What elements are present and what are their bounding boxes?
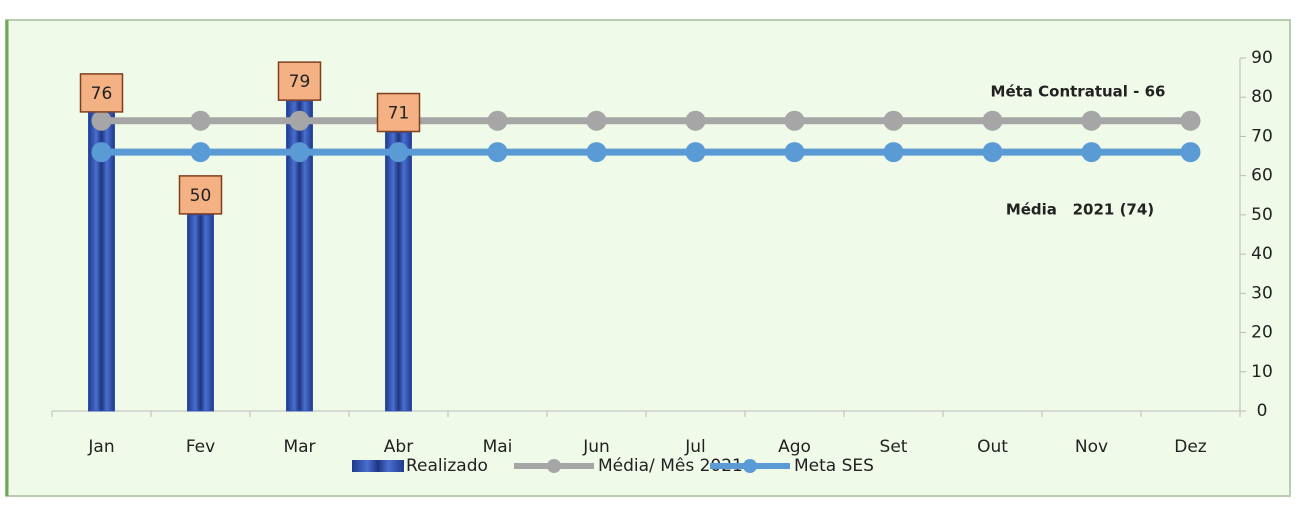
bar	[385, 132, 412, 412]
y-tick-label: 50	[1251, 205, 1273, 225]
line-marker	[982, 110, 1003, 131]
x-tick-label: Ago	[778, 437, 811, 457]
value-label: 71	[388, 104, 410, 124]
x-tick-label: Jun	[582, 437, 610, 457]
x-tick-label: Nov	[1075, 437, 1108, 457]
line-marker	[388, 142, 409, 163]
line-marker	[190, 110, 211, 131]
x-tick-label: Jul	[684, 437, 706, 457]
line-marker	[784, 142, 805, 163]
line-marker	[685, 142, 706, 163]
value-label-box	[376, 92, 421, 133]
y-tick-label: 70	[1251, 126, 1273, 146]
line-marker	[883, 142, 904, 163]
line-marker	[91, 142, 112, 163]
legend-marker	[547, 459, 561, 473]
line-marker	[1180, 142, 1201, 163]
line-marker	[586, 110, 607, 131]
line-marker	[685, 110, 706, 131]
line-marker	[1081, 110, 1102, 131]
x-tick-label: Set	[880, 437, 908, 457]
bar	[88, 112, 115, 412]
legend-marker	[743, 459, 757, 473]
line-marker	[1081, 142, 1102, 163]
annotation: Méta Contratual - 66	[991, 83, 1166, 101]
value-label-box	[178, 175, 223, 215]
y-tick-label: 0	[1257, 401, 1268, 421]
line-marker	[1180, 110, 1201, 131]
value-label: 50	[190, 186, 212, 206]
legend-label: Realizado	[406, 456, 488, 476]
value-label-box	[79, 73, 124, 113]
value-label-box	[277, 61, 322, 101]
annotation: Média 2021 (74)	[1006, 201, 1154, 219]
y-tick-label: 10	[1251, 362, 1273, 382]
x-tick-label: Jan	[87, 437, 114, 457]
y-tick-label: 80	[1251, 87, 1273, 107]
line-marker	[91, 110, 112, 131]
y-tick-label: 90	[1251, 48, 1273, 68]
line-marker	[487, 142, 508, 163]
line-marker	[982, 142, 1003, 163]
line-marker	[586, 142, 607, 163]
x-tick-label: Mai	[483, 437, 513, 457]
y-tick-label: 40	[1251, 244, 1273, 264]
legend-swatch	[352, 460, 404, 472]
y-tick-label: 30	[1251, 283, 1273, 303]
line-marker	[487, 110, 508, 131]
value-label: 79	[289, 72, 311, 92]
legend-label: Meta SES	[794, 456, 874, 476]
bar	[187, 214, 214, 412]
chart-bg	[5, 19, 1291, 497]
line-marker	[190, 142, 211, 163]
x-tick-label: Mar	[283, 437, 315, 457]
y-tick-label: 20	[1251, 323, 1273, 343]
value-label: 76	[91, 84, 113, 104]
legend-label: Média/ Mês 2021	[598, 456, 743, 476]
line-marker	[289, 110, 310, 131]
x-tick-label: Fev	[186, 437, 215, 457]
x-tick-label: Out	[977, 437, 1008, 457]
line-marker	[289, 142, 310, 163]
line-marker	[883, 110, 904, 131]
line-marker	[784, 110, 805, 131]
y-tick-label: 60	[1251, 166, 1273, 186]
x-tick-label: Dez	[1174, 437, 1207, 457]
x-tick-label: Abr	[384, 437, 413, 457]
